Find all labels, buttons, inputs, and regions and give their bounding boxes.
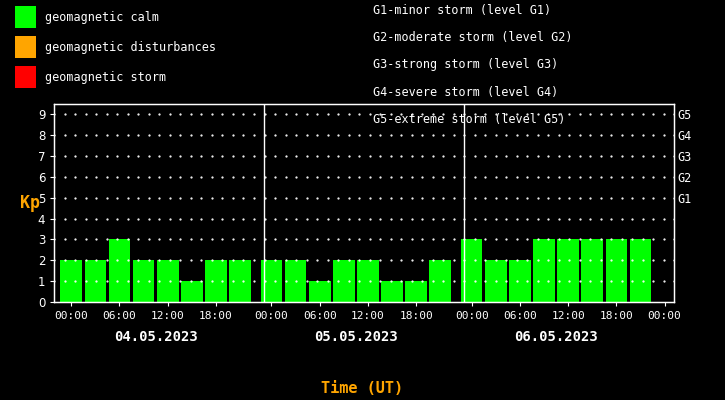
Bar <box>181 281 203 302</box>
Text: G3-strong storm (level G3): G3-strong storm (level G3) <box>373 58 559 72</box>
Bar <box>581 240 603 302</box>
Bar <box>405 281 427 302</box>
Text: G4-severe storm (level G4): G4-severe storm (level G4) <box>373 86 559 98</box>
Text: G1-minor storm (level G1): G1-minor storm (level G1) <box>373 4 552 17</box>
Bar <box>260 260 282 302</box>
Bar <box>157 260 178 302</box>
Y-axis label: Kp: Kp <box>20 194 40 212</box>
Bar <box>357 260 378 302</box>
Bar <box>85 260 107 302</box>
Bar <box>229 260 251 302</box>
Text: G2-moderate storm (level G2): G2-moderate storm (level G2) <box>373 31 573 44</box>
Bar <box>533 240 555 302</box>
Bar <box>605 240 627 302</box>
Bar <box>461 240 483 302</box>
Text: 05.05.2023: 05.05.2023 <box>314 330 398 344</box>
Text: G5-extreme storm (level G5): G5-extreme storm (level G5) <box>373 113 566 126</box>
Bar <box>205 260 227 302</box>
Bar <box>509 260 531 302</box>
Text: Time (UT): Time (UT) <box>321 381 404 396</box>
Bar <box>429 260 451 302</box>
Bar <box>109 240 130 302</box>
Bar <box>558 240 579 302</box>
Text: geomagnetic calm: geomagnetic calm <box>45 10 159 24</box>
Bar <box>133 260 154 302</box>
Bar <box>60 260 82 302</box>
Text: geomagnetic disturbances: geomagnetic disturbances <box>45 40 216 54</box>
Text: geomagnetic storm: geomagnetic storm <box>45 70 166 84</box>
Text: 04.05.2023: 04.05.2023 <box>114 330 197 344</box>
Bar <box>333 260 355 302</box>
Bar <box>381 281 403 302</box>
Bar <box>485 260 507 302</box>
Bar <box>629 240 651 302</box>
Text: 06.05.2023: 06.05.2023 <box>514 330 598 344</box>
Bar <box>309 281 331 302</box>
Bar <box>285 260 307 302</box>
